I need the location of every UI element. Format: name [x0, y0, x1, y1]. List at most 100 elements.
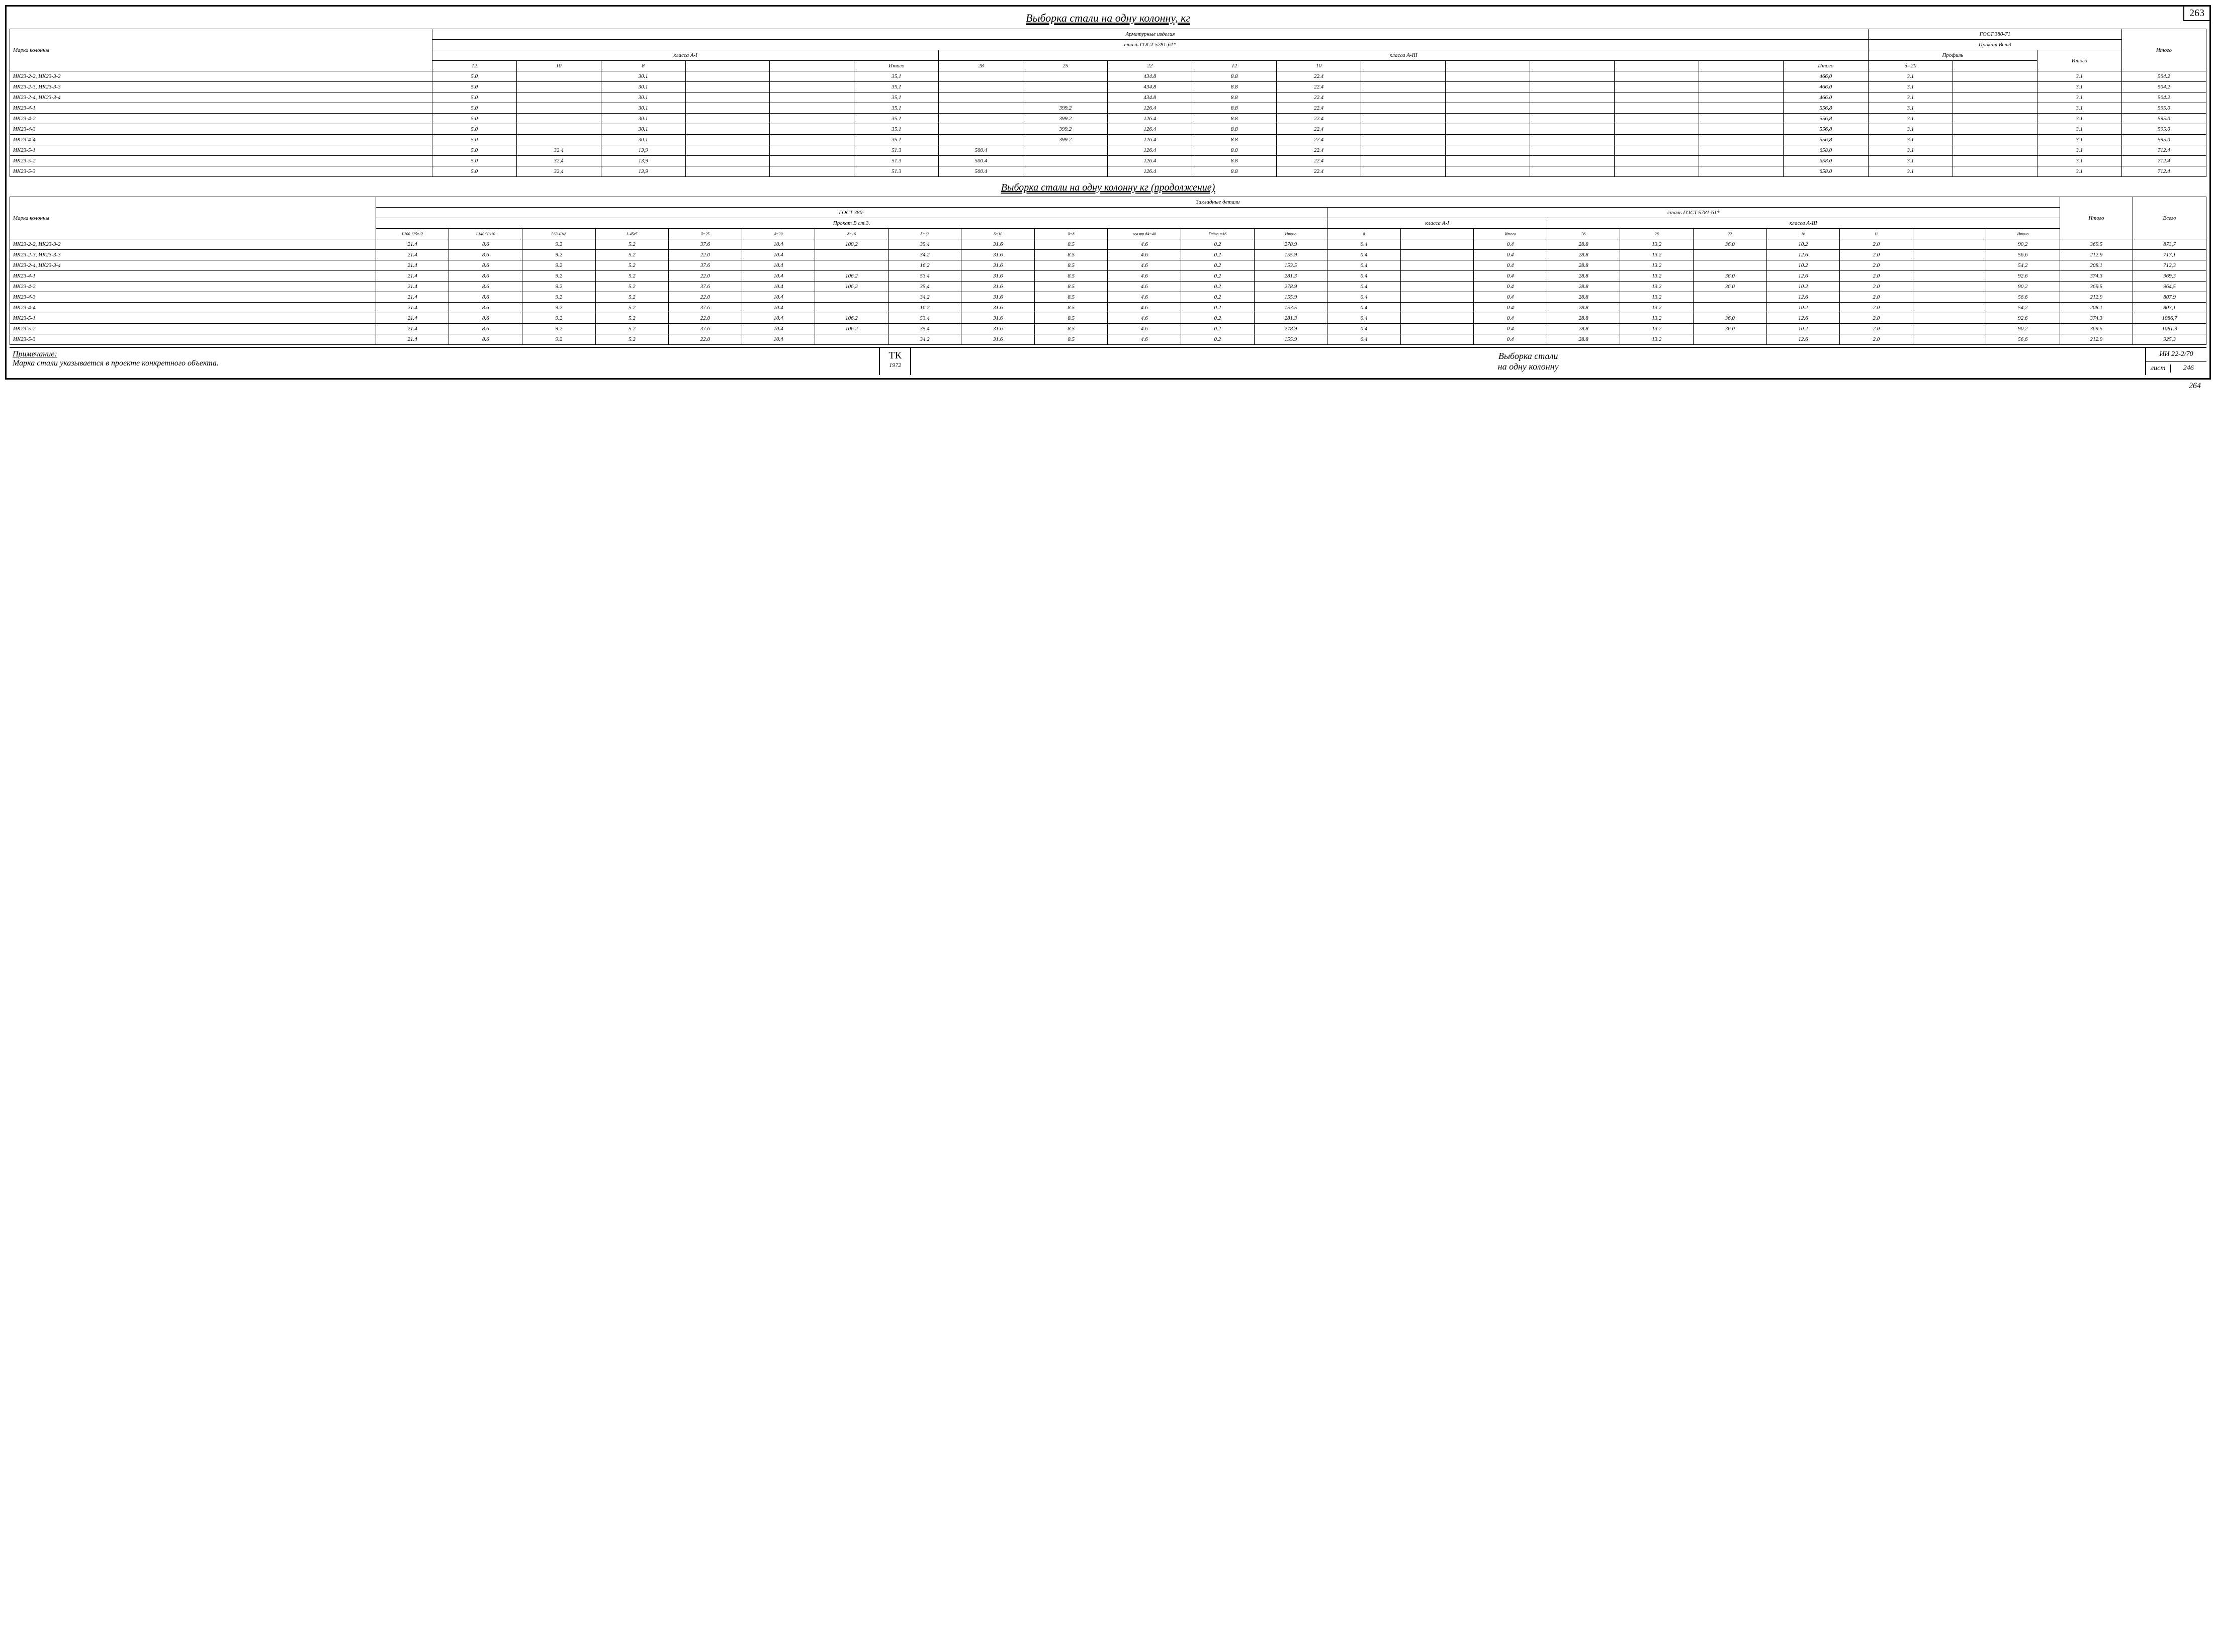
data-cell: [1913, 250, 1986, 260]
data-cell: [1693, 292, 1766, 303]
data-cell: 30.1: [601, 71, 685, 82]
data-cell: [1913, 239, 1986, 250]
data-cell: 3.1: [2037, 114, 2121, 124]
data-cell: 281.3: [1254, 271, 1327, 282]
data-cell: 10.4: [742, 282, 815, 292]
d28: 28: [939, 61, 1023, 71]
header-row: Марка колонны Арматурные изделия ГОСТ 38…: [10, 29, 2206, 40]
data-cell: [1445, 156, 1530, 166]
mark-cell: ИК23-5-3: [10, 166, 432, 177]
drawing-frame: 263 Выборка стали на одну колонну, кг Ма…: [5, 5, 2211, 380]
data-cell: [516, 124, 601, 135]
data-cell: [939, 114, 1023, 124]
data-cell: 0.4: [1474, 324, 1547, 334]
data-cell: 0.2: [1181, 271, 1255, 282]
data-cell: 10.4: [742, 313, 815, 324]
data-cell: 22.0: [669, 334, 742, 345]
table-row: ИК23-4-25.030.135.1399.2126.48.822.4556,…: [10, 114, 2206, 124]
hdr-itogo2: Итого: [2037, 50, 2121, 71]
data-cell: [939, 93, 1023, 103]
data-cell: 0.2: [1181, 250, 1255, 260]
data-cell: [1699, 124, 1783, 135]
data-cell: 8.5: [1034, 260, 1108, 271]
data-cell: 5.2: [595, 324, 669, 334]
data-cell: 3.1: [2037, 93, 2121, 103]
data-cell: [939, 71, 1023, 82]
data-cell: 595.0: [2121, 114, 2206, 124]
data-cell: [1614, 124, 1699, 135]
data-cell: 13.2: [1620, 334, 1694, 345]
data-cell: [1400, 303, 1474, 313]
data-cell: 13.2: [1620, 303, 1694, 313]
data-cell: 0.2: [1181, 334, 1255, 345]
data-cell: 16.2: [888, 260, 961, 271]
data-cell: [1023, 82, 1108, 93]
data-cell: 31.6: [961, 292, 1035, 303]
data-cell: [1614, 166, 1699, 177]
data-cell: [1530, 145, 1614, 156]
d10: 10: [516, 61, 601, 71]
data-cell: 3.1: [2037, 166, 2121, 177]
data-cell: 0.2: [1181, 292, 1255, 303]
data-cell: 8.5: [1034, 250, 1108, 260]
data-cell: 500.4: [939, 166, 1023, 177]
data-cell: 4.6: [1108, 271, 1181, 282]
data-cell: 13.2: [1620, 239, 1694, 250]
data-cell: [770, 145, 854, 156]
data-cell: 9.2: [522, 324, 595, 334]
data-cell: 595.0: [2121, 124, 2206, 135]
data-cell: 658.0: [1783, 156, 1868, 166]
data-cell: 3.1: [1868, 82, 1953, 93]
data-cell: 30.1: [601, 124, 685, 135]
data-cell: 9.2: [522, 250, 595, 260]
data-cell: 21.4: [376, 260, 449, 271]
data-cell: 8.8: [1192, 93, 1277, 103]
data-cell: [1913, 303, 1986, 313]
data-cell: 712.4: [2121, 145, 2206, 156]
data-cell: [1530, 71, 1614, 82]
data-cell: 8.5: [1034, 334, 1108, 345]
data-cell: 21.4: [376, 303, 449, 313]
data-cell: 278.9: [1254, 324, 1327, 334]
data-cell: [1530, 114, 1614, 124]
data-cell: 0.4: [1474, 260, 1547, 271]
data-cell: 5.0: [432, 166, 516, 177]
data-cell: 3.1: [1868, 124, 1953, 135]
data-cell: 3.1: [1868, 156, 1953, 166]
data-cell: 35,4: [888, 282, 961, 292]
data-cell: 31.6: [961, 250, 1035, 260]
sub-header: δ=20: [742, 229, 815, 239]
data-cell: [1023, 93, 1108, 103]
data-cell: 90,2: [1986, 239, 2060, 250]
data-cell: 22.4: [1277, 166, 1361, 177]
data-cell: 0.4: [1327, 282, 1401, 292]
data-cell: 2.0: [1840, 271, 1913, 282]
table-row: ИК23-4-15.030.135.1399.2126.48.822.4556,…: [10, 103, 2206, 114]
data-cell: 4.6: [1108, 250, 1181, 260]
sub-header: Гайка m16: [1181, 229, 1255, 239]
data-cell: 21.4: [376, 250, 449, 260]
data-cell: 5.0: [432, 124, 516, 135]
data-cell: 13.2: [1620, 324, 1694, 334]
data-cell: 28.8: [1547, 250, 1620, 260]
data-cell: 369.5: [2060, 282, 2133, 292]
data-cell: 106.2: [815, 313, 889, 324]
data-cell: 5.0: [432, 82, 516, 93]
data-cell: 3.1: [2037, 82, 2121, 93]
data-cell: 3.1: [1868, 145, 1953, 156]
data-cell: [1953, 82, 2037, 93]
mark-cell: ИК23-5-1: [10, 145, 432, 156]
data-cell: [1400, 334, 1474, 345]
data-cell: [1953, 93, 2037, 103]
data-cell: [516, 135, 601, 145]
data-cell: 278.9: [1254, 239, 1327, 250]
data-cell: 106.2: [815, 324, 889, 334]
data-cell: 8.6: [449, 260, 522, 271]
data-cell: [1913, 292, 1986, 303]
data-cell: [1361, 145, 1446, 156]
hdr-itogo: Итого: [2060, 197, 2133, 239]
data-cell: 30.1: [601, 93, 685, 103]
data-cell: 31.6: [961, 271, 1035, 282]
data-cell: [770, 156, 854, 166]
tk-stamp: ТК 1972: [879, 348, 910, 375]
